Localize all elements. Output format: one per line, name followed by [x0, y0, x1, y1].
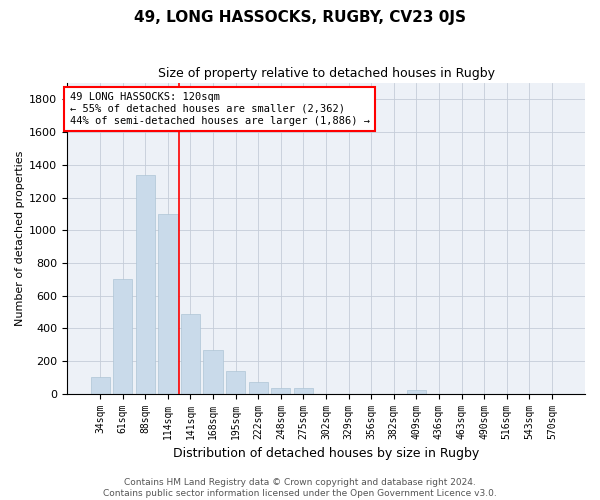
Bar: [248, 382, 268, 394]
Title: Size of property relative to detached houses in Rugby: Size of property relative to detached ho…: [158, 68, 494, 80]
Text: Contains HM Land Registry data © Crown copyright and database right 2024.
Contai: Contains HM Land Registry data © Crown c…: [103, 478, 497, 498]
Bar: [136, 174, 155, 394]
Bar: [271, 388, 290, 394]
Y-axis label: Number of detached properties: Number of detached properties: [15, 150, 25, 326]
Bar: [158, 214, 178, 394]
X-axis label: Distribution of detached houses by size in Rugby: Distribution of detached houses by size …: [173, 447, 479, 460]
Bar: [294, 388, 313, 394]
Bar: [181, 314, 200, 394]
Bar: [407, 390, 426, 394]
Text: 49, LONG HASSOCKS, RUGBY, CV23 0JS: 49, LONG HASSOCKS, RUGBY, CV23 0JS: [134, 10, 466, 25]
Bar: [91, 378, 110, 394]
Text: 49 LONG HASSOCKS: 120sqm
← 55% of detached houses are smaller (2,362)
44% of sem: 49 LONG HASSOCKS: 120sqm ← 55% of detach…: [70, 92, 370, 126]
Bar: [203, 350, 223, 394]
Bar: [113, 279, 133, 394]
Bar: [226, 371, 245, 394]
